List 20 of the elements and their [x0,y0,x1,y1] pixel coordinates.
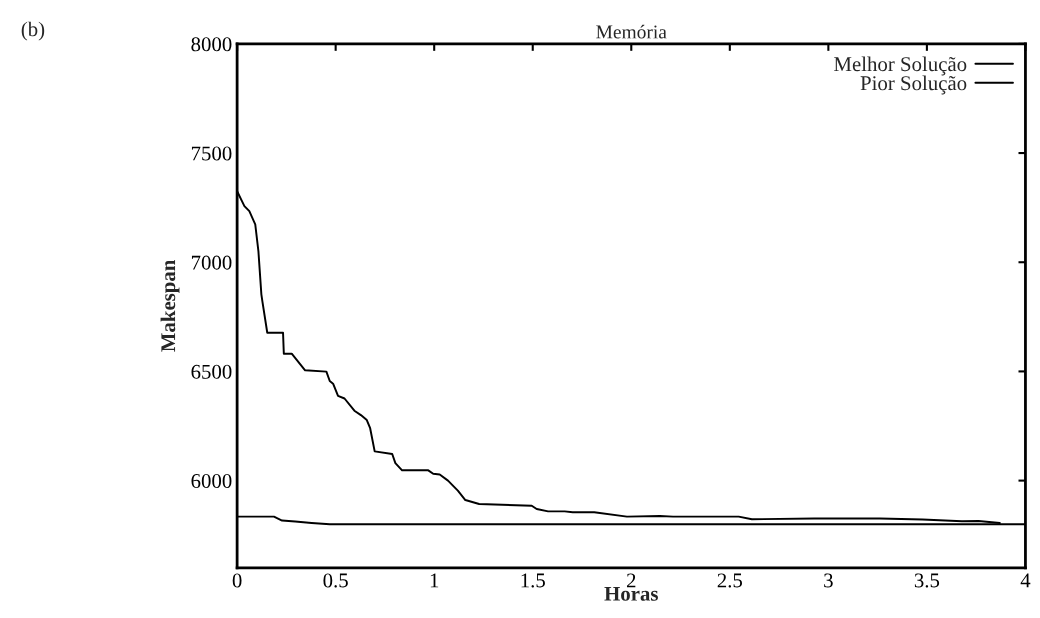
x-tick-label: 2 [626,573,636,588]
text: (b) [21,21,45,41]
x-tick-label: 0 [232,573,242,588]
y-tick-label: 7000 [191,255,232,270]
x-tick-label: 1.5 [521,573,545,588]
x-tick-label: 4 [1020,573,1031,588]
x-tick-label: 2.5 [717,573,743,588]
x-tick-label: 3.5 [914,573,940,588]
y-tick-label: 6500 [191,364,232,379]
x-tick-label: 0.5 [323,573,348,588]
y-tick-label: 6000 [191,473,232,489]
legend-label: Melhor Solução [834,56,967,76]
y-axis-title: Makespan [160,259,180,352]
legend-label: Pior Solução [860,75,967,95]
x-tick-label: 3 [824,573,833,588]
y-tick-label: 7500 [191,146,232,161]
chart-title: Memória [596,24,667,39]
x-axis-title: Horas [604,586,658,601]
x-tick-label: 1 [430,573,439,588]
y-tick-label: 8000 [191,37,232,52]
